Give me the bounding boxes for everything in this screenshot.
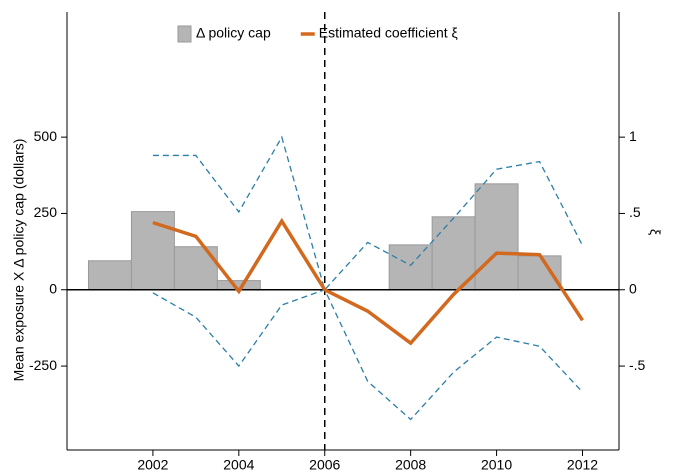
y2-axis-label: ξ: [647, 229, 663, 235]
ci-line: [152, 288, 583, 421]
y-axis-label: Mean exposure X Δ policy cap (dollars): [11, 139, 27, 382]
bar: [517, 255, 562, 291]
y2-tick-label: -.5: [629, 357, 646, 373]
y-tick-label: 500: [34, 128, 58, 144]
bar: [474, 183, 519, 291]
bar: [388, 244, 433, 291]
y-tick-label: 250: [34, 204, 58, 220]
legend-swatch: [177, 25, 192, 43]
x-tick-label: 2008: [395, 457, 426, 472]
legend-label: Estimated coefficient ξ: [319, 25, 458, 41]
x-tick-label: 2004: [223, 457, 254, 472]
y2-tick-label: 0: [629, 280, 637, 296]
y2-tick-label: 1: [629, 128, 637, 144]
legend-label: Δ policy cap: [196, 25, 271, 41]
y2-tick-label: .5: [629, 204, 641, 220]
bar: [130, 211, 175, 291]
ci-line: [152, 135, 584, 292]
bar: [87, 260, 132, 291]
x-tick-label: 2010: [481, 457, 512, 472]
x-tick-label: 2006: [309, 457, 340, 472]
line: [152, 217, 584, 346]
y-tick-label: -250: [29, 357, 57, 373]
y-tick-label: 0: [49, 280, 57, 296]
x-tick-label: 2012: [567, 457, 598, 472]
x-tick-label: 2002: [137, 457, 168, 472]
